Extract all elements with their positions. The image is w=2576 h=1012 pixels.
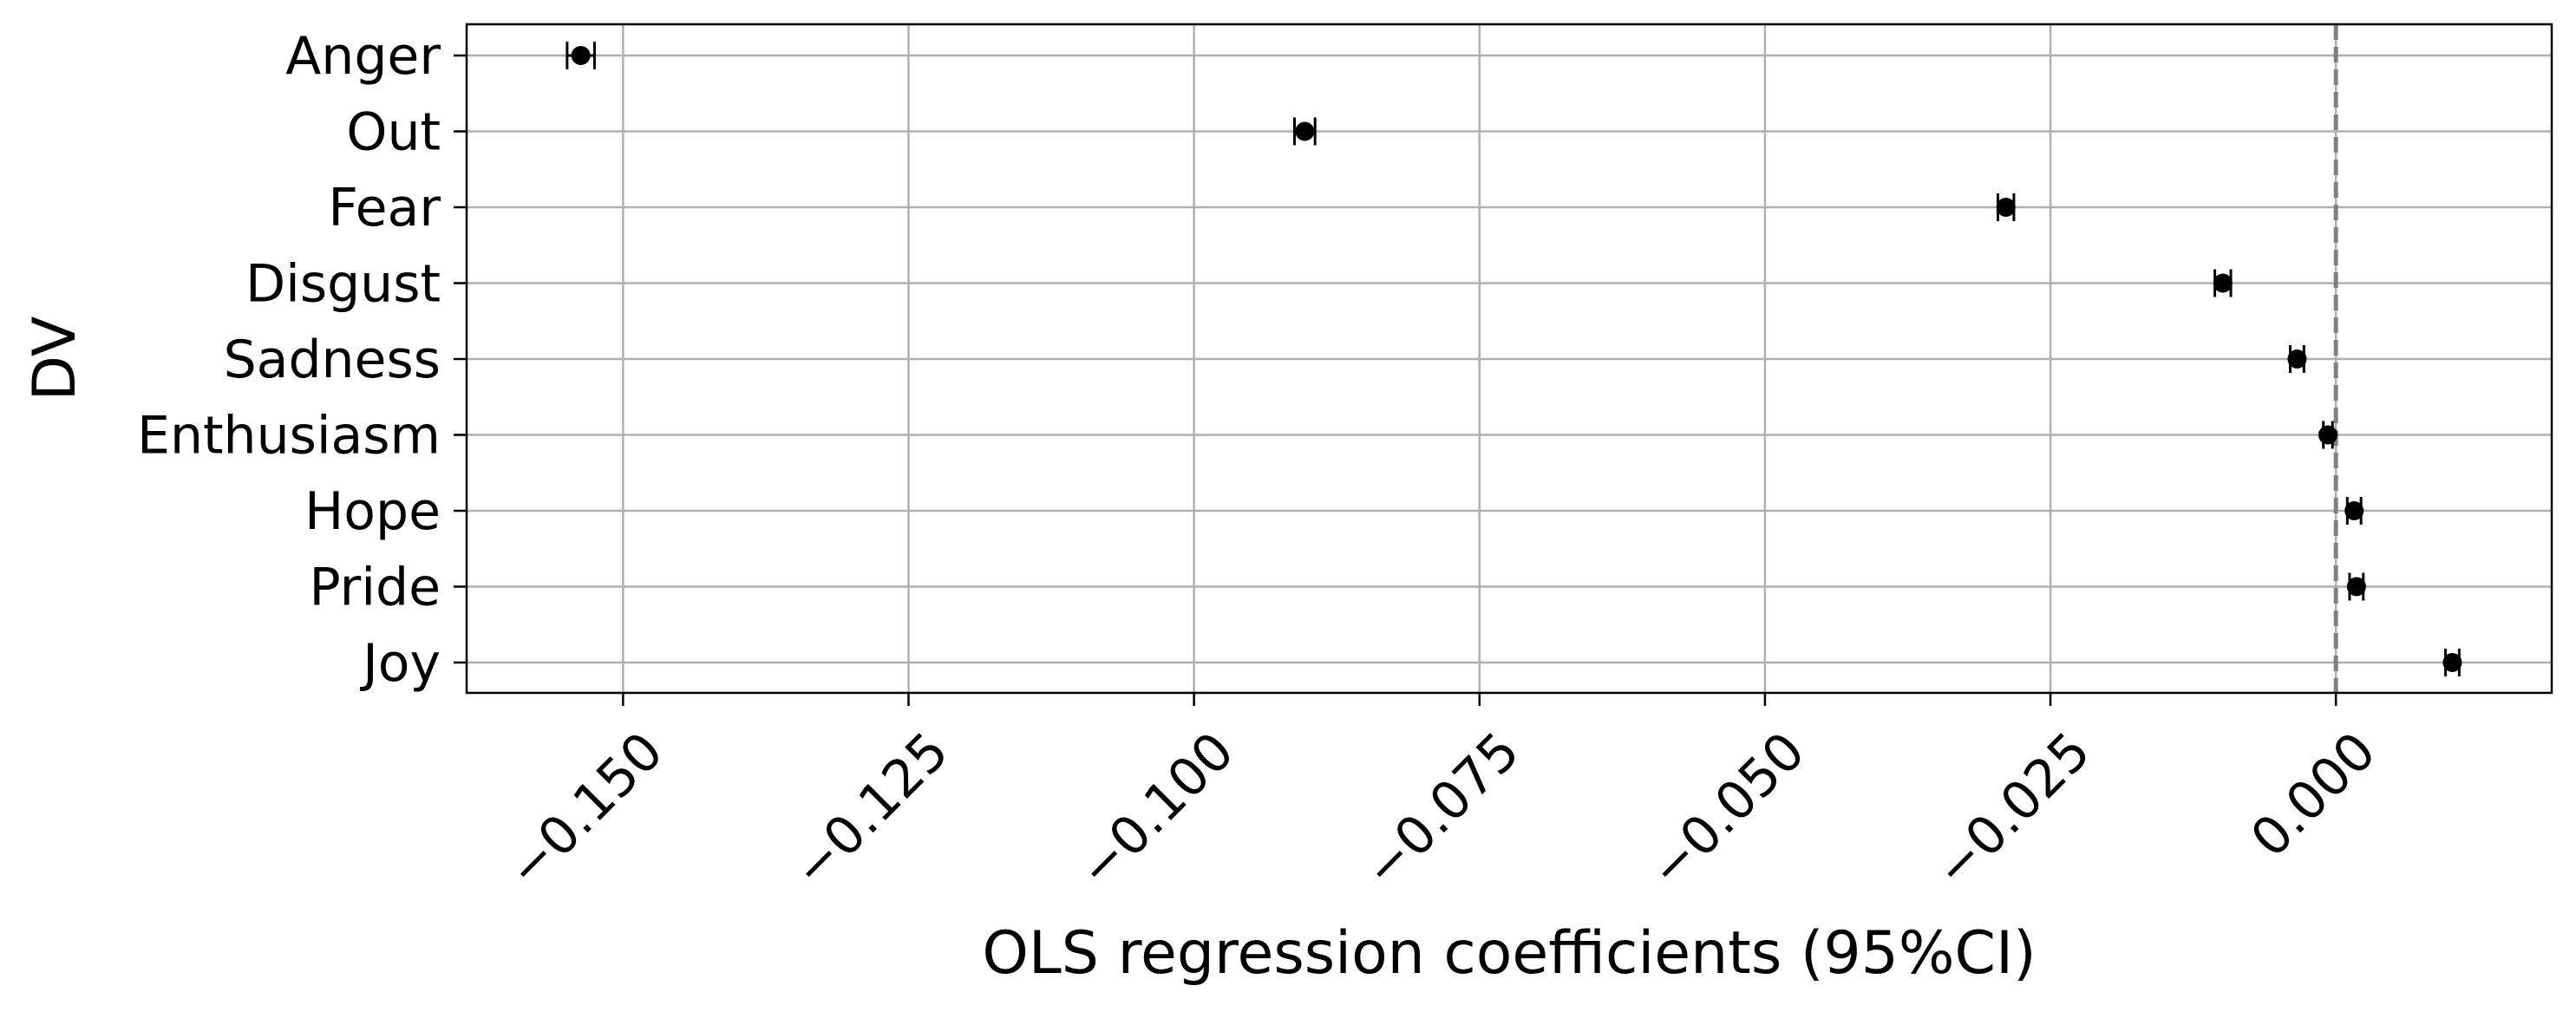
estimate-point xyxy=(2318,425,2337,445)
y-axis-label: DV xyxy=(21,317,89,402)
y-tick-label: Enthusiasm xyxy=(137,406,441,467)
grid xyxy=(467,24,2552,693)
y-tick-label: Hope xyxy=(304,481,441,542)
estimate-point xyxy=(2442,653,2462,672)
y-tick-label: Sadness xyxy=(224,330,441,390)
y-tick-label: Fear xyxy=(328,178,441,238)
y-tick-label: Anger xyxy=(285,26,441,87)
y-tick-label: Out xyxy=(346,102,441,163)
y-tick-label: Joy xyxy=(359,633,441,694)
estimate-points xyxy=(571,46,2462,672)
y-tick-label: Disgust xyxy=(245,254,441,315)
estimate-point xyxy=(1996,198,2016,217)
x-axis-label: OLS regression coefficients (95%CI) xyxy=(982,919,2036,988)
estimate-point xyxy=(571,46,591,65)
y-tick-label: Pride xyxy=(310,558,441,618)
estimate-point xyxy=(2346,577,2366,597)
estimate-point xyxy=(2287,349,2307,369)
y-axis-ticks: Anger Out Fear Disgust Sadness Enthusiasm Hope… xyxy=(137,26,467,694)
estimate-point xyxy=(1295,121,1315,141)
estimate-point xyxy=(2344,501,2364,520)
estimate-point xyxy=(2213,273,2233,293)
